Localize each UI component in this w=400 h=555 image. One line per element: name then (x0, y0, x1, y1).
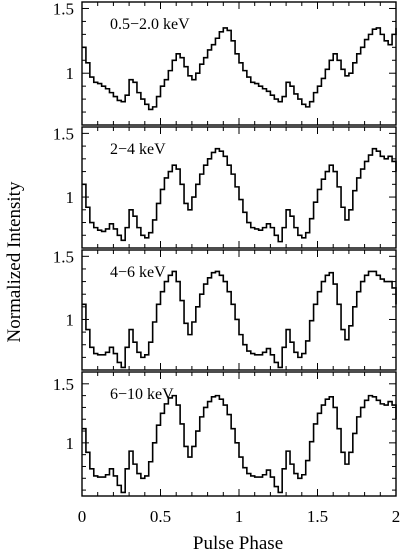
x-tick-label: 0 (78, 507, 87, 526)
pulse-profile-line (82, 27, 397, 111)
y-tick-label: 1 (66, 188, 75, 207)
pulse-profile-line (82, 270, 397, 369)
y-axis-label: Normalized Intensity (4, 181, 25, 342)
pulse-profile-line (82, 394, 397, 494)
y-tick-label: 1 (66, 64, 75, 83)
y-tick-label: 1.5 (53, 247, 74, 266)
x-tick-label: 1.5 (307, 507, 328, 526)
panel-label: 4−6 keV (110, 264, 166, 281)
panel-label: 2−4 keV (110, 141, 166, 158)
x-tick-label: 2 (392, 507, 400, 526)
y-tick-label: 1.5 (53, 124, 74, 143)
y-tick-label: 1 (66, 310, 75, 329)
y-tick-label: 1 (66, 434, 75, 453)
panel-label: 0.5−2.0 keV (110, 16, 190, 33)
y-tick-label: 1.5 (53, 0, 74, 18)
x-tick-label: 0.5 (150, 507, 171, 526)
x-tick-label: 1 (235, 507, 244, 526)
x-axis-label: Pulse Phase (193, 533, 283, 554)
y-tick-label: 1.5 (53, 375, 74, 394)
pulse-profile-line (82, 147, 397, 243)
panel-label: 6−10 keV (110, 386, 174, 403)
